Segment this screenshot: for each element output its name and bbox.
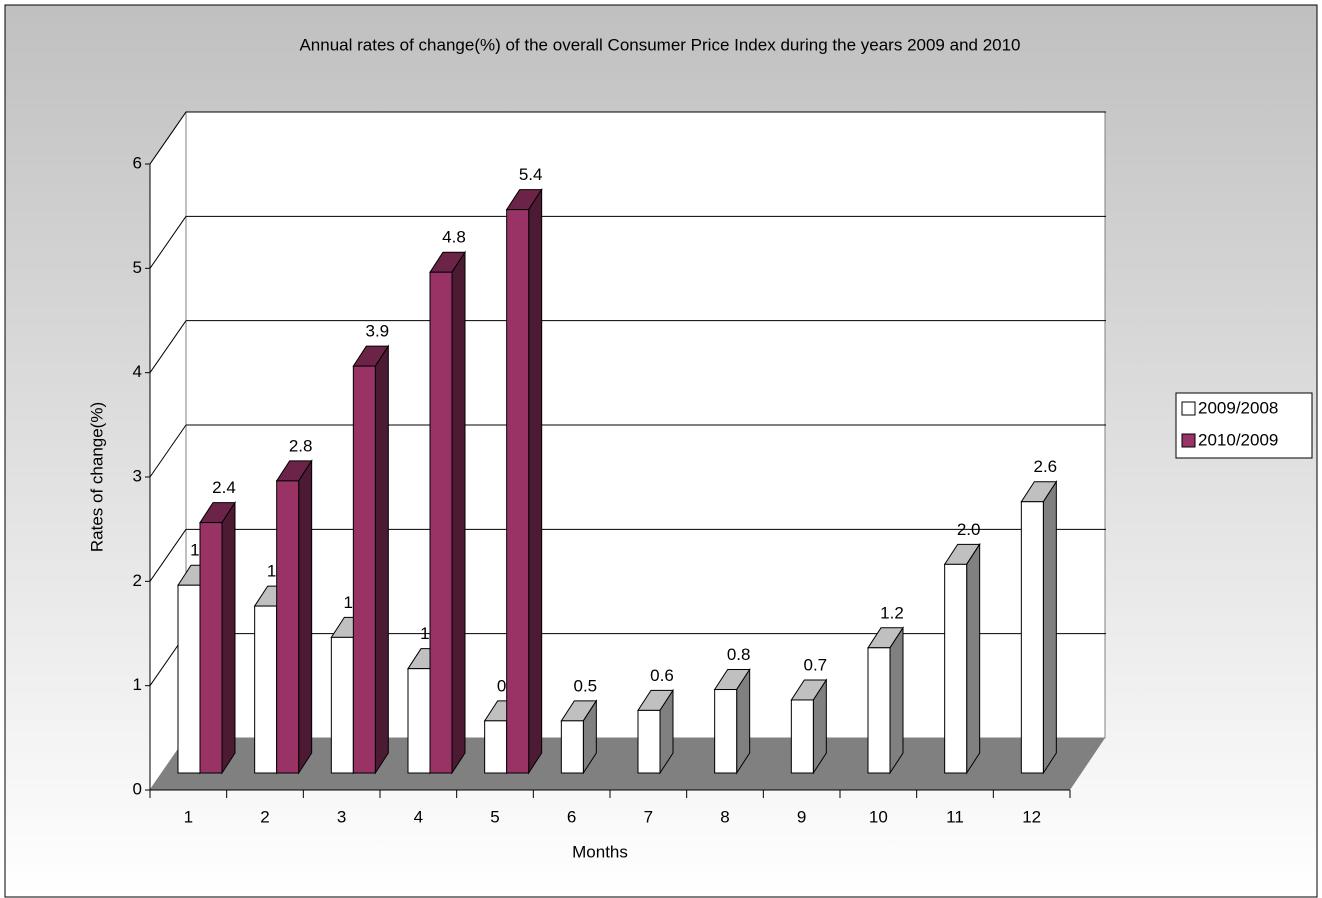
y-axis-title: Rates of change(%) (87, 402, 106, 552)
bar (560, 720, 584, 774)
bar-side (1042, 480, 1057, 775)
legend-swatch (1181, 433, 1196, 448)
grid-line (149, 424, 187, 478)
bar (330, 636, 354, 774)
data-label: 2.6 (1034, 457, 1058, 476)
data-label: 2.8 (289, 436, 313, 455)
x-tick-label: 4 (414, 807, 423, 826)
x-tick-label: 8 (720, 807, 729, 826)
bar (352, 365, 376, 774)
x-tick-label: 12 (1022, 807, 1041, 826)
bar (867, 647, 891, 774)
y-tick-label: 3 (133, 466, 142, 485)
data-label: 5.4 (519, 165, 543, 184)
bar (506, 209, 530, 774)
legend (1175, 392, 1313, 459)
x-tick-label: 3 (337, 807, 346, 826)
legend-label: 2010/2009 (1198, 430, 1278, 449)
data-label: 2.4 (212, 478, 236, 497)
data-label: 3.9 (366, 322, 390, 341)
y-tick-label: 4 (133, 362, 142, 381)
data-label: 0.6 (650, 666, 674, 685)
bar (199, 522, 223, 774)
x-tick-label: 11 (946, 807, 964, 826)
bar (429, 271, 453, 774)
x-axis-title: Months (572, 842, 628, 861)
data-label: 0.8 (727, 645, 751, 664)
x-tick-label: 1 (184, 807, 193, 826)
y-tick-label: 6 (133, 153, 142, 172)
legend-swatch (1181, 401, 1196, 416)
bar-side (298, 459, 313, 775)
bar-side (966, 542, 981, 775)
bar-side (889, 626, 904, 775)
grid-line (149, 111, 187, 165)
x-tick-label: 10 (869, 807, 888, 826)
bar-side (451, 250, 466, 775)
bar (177, 584, 201, 774)
grid-line (149, 216, 187, 269)
bar (1020, 501, 1044, 774)
bar (637, 709, 661, 774)
y-tick-label: 2 (133, 571, 142, 590)
bar (714, 689, 738, 774)
y-tick-label: 5 (133, 258, 142, 277)
data-label: 2.0 (957, 520, 981, 539)
bar (276, 480, 300, 774)
y-tick-label: 0 (133, 779, 142, 798)
x-tick-label: 9 (797, 807, 806, 826)
bar (254, 605, 278, 774)
data-label: 4.8 (442, 228, 466, 247)
bar-side (374, 344, 389, 775)
bar (484, 720, 508, 774)
y-tick-label: 1 (133, 675, 142, 694)
grid-line (149, 320, 187, 373)
data-label: 0.7 (804, 655, 828, 674)
bar (790, 699, 814, 774)
bar-side (528, 187, 543, 775)
data-label: 1.2 (880, 603, 904, 622)
bar (407, 668, 431, 774)
x-tick-label: 5 (490, 807, 499, 826)
x-tick-label: 7 (644, 807, 653, 826)
bar-side (221, 500, 236, 775)
grid-line (149, 529, 187, 582)
legend-label: 2009/2008 (1198, 398, 1278, 417)
data-label: 0.5 (574, 676, 598, 695)
bar (944, 563, 968, 774)
x-tick-label: 2 (260, 807, 269, 826)
x-tick-label: 6 (567, 807, 576, 826)
chart-title: Annual rates of change(%) of the overall… (299, 35, 1020, 54)
